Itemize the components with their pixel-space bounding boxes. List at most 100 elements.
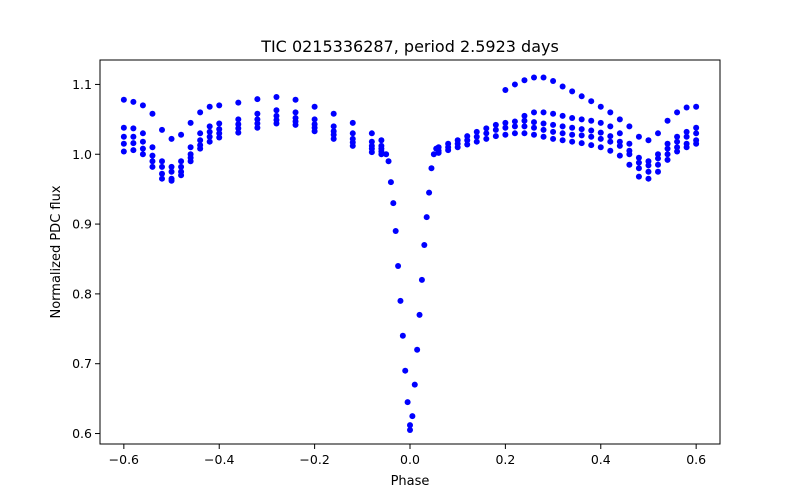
data-point [197, 109, 204, 116]
x-tick-label: 0.6 [686, 452, 706, 467]
data-point [311, 128, 318, 135]
data-point [607, 147, 614, 154]
x-tick-label: −0.2 [299, 452, 329, 467]
data-point [139, 151, 146, 158]
data-point [130, 140, 137, 147]
data-point [683, 104, 690, 111]
data-point [407, 427, 413, 434]
data-point [159, 170, 165, 177]
data-point [390, 200, 397, 207]
data-point [330, 131, 337, 138]
data-point [395, 262, 402, 269]
data-point [159, 158, 165, 165]
data-point [349, 142, 356, 149]
y-tick-label: 1.1 [72, 77, 92, 92]
data-point [254, 124, 261, 131]
data-point [607, 123, 614, 130]
data-point [540, 120, 547, 127]
data-point [130, 125, 137, 132]
data-point [130, 98, 137, 105]
data-point [540, 74, 547, 81]
data-point [540, 126, 547, 133]
data-point [178, 172, 185, 179]
data-point [597, 103, 604, 110]
data-point [683, 128, 690, 135]
data-point [206, 123, 213, 130]
data-point [597, 135, 604, 142]
data-point [569, 138, 576, 145]
data-point [139, 138, 146, 145]
data-point [292, 121, 299, 128]
data-point [404, 399, 411, 406]
data-point [569, 131, 576, 138]
data-point [664, 117, 671, 124]
data-point [149, 110, 156, 117]
data-point [120, 133, 127, 140]
data-point [330, 135, 337, 142]
data-point [531, 124, 537, 131]
data-point [368, 149, 375, 156]
data-point [578, 116, 585, 123]
data-point [559, 112, 566, 119]
data-point [693, 130, 700, 137]
y-tick-label: 1.0 [72, 147, 92, 162]
data-point [139, 102, 146, 109]
data-point [421, 242, 428, 249]
chart-title: TIC 0215336287, period 2.5923 days [260, 37, 559, 56]
data-point [559, 123, 566, 130]
data-point [464, 133, 471, 140]
data-point [502, 87, 509, 94]
data-point [149, 158, 156, 165]
data-point [139, 130, 146, 137]
data-point [511, 118, 518, 125]
data-point [483, 125, 490, 132]
data-point [206, 138, 213, 145]
y-tick-label: 0.6 [72, 426, 92, 441]
data-point [550, 77, 557, 84]
data-point [550, 110, 557, 117]
data-point [216, 134, 223, 141]
data-point [693, 103, 700, 110]
data-point [626, 140, 633, 147]
data-point [235, 121, 242, 128]
data-point [399, 332, 406, 339]
data-point [423, 214, 430, 221]
data-point [407, 422, 413, 429]
data-point [569, 124, 576, 131]
data-point [588, 127, 595, 134]
y-tick-label: 0.9 [72, 217, 92, 232]
data-point [540, 109, 547, 116]
data-point [626, 147, 633, 154]
data-point [311, 103, 318, 110]
data-point [197, 137, 204, 144]
data-point [550, 135, 557, 142]
data-point [435, 149, 442, 156]
y-tick-label: 0.7 [72, 356, 92, 371]
data-point [216, 120, 223, 127]
data-point [330, 123, 337, 130]
data-point [635, 154, 642, 161]
data-point [473, 128, 480, 135]
x-axis-label: Phase [391, 474, 430, 489]
data-point [430, 151, 437, 158]
data-point [588, 117, 595, 124]
data-point [531, 119, 537, 126]
data-point [273, 107, 280, 114]
x-tick-label: −0.6 [109, 452, 139, 467]
data-point [521, 77, 528, 84]
data-point [578, 132, 585, 139]
data-point [445, 147, 452, 154]
x-tick-label: 0.2 [495, 452, 515, 467]
x-tick-label: −0.4 [204, 452, 234, 467]
data-point [206, 133, 213, 140]
data-point [540, 133, 547, 140]
data-point [254, 120, 261, 127]
data-point [616, 142, 623, 149]
data-point [693, 124, 700, 131]
data-point [674, 109, 681, 116]
data-point [616, 138, 623, 145]
data-point [531, 131, 537, 138]
data-point [235, 125, 242, 132]
data-point [397, 297, 404, 304]
